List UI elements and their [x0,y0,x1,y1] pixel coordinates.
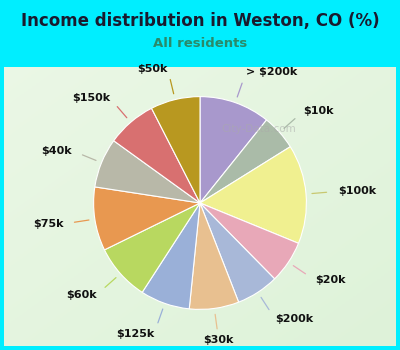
Wedge shape [200,203,274,302]
Text: $60k: $60k [66,290,96,300]
Text: Income distribution in Weston, CO (%): Income distribution in Weston, CO (%) [21,12,379,30]
Wedge shape [142,203,200,309]
Text: All residents: All residents [153,37,247,50]
Wedge shape [200,203,298,279]
Wedge shape [189,203,239,309]
Wedge shape [200,120,290,203]
Wedge shape [95,141,200,203]
Text: $125k: $125k [116,329,154,338]
Wedge shape [200,147,306,243]
Text: > $200k: > $200k [246,68,297,77]
Wedge shape [104,203,200,292]
Text: $150k: $150k [72,93,110,103]
Wedge shape [200,97,266,203]
Wedge shape [152,97,200,203]
Text: $40k: $40k [41,146,72,156]
Text: $20k: $20k [315,275,345,285]
Text: $30k: $30k [204,335,234,345]
Text: City-Data.com: City-Data.com [221,124,296,133]
Wedge shape [114,108,200,203]
Text: $10k: $10k [304,106,334,116]
Wedge shape [94,187,200,250]
Text: $50k: $50k [137,64,168,74]
Text: $200k: $200k [275,314,313,324]
Text: $75k: $75k [33,219,63,229]
Text: $100k: $100k [338,186,376,196]
